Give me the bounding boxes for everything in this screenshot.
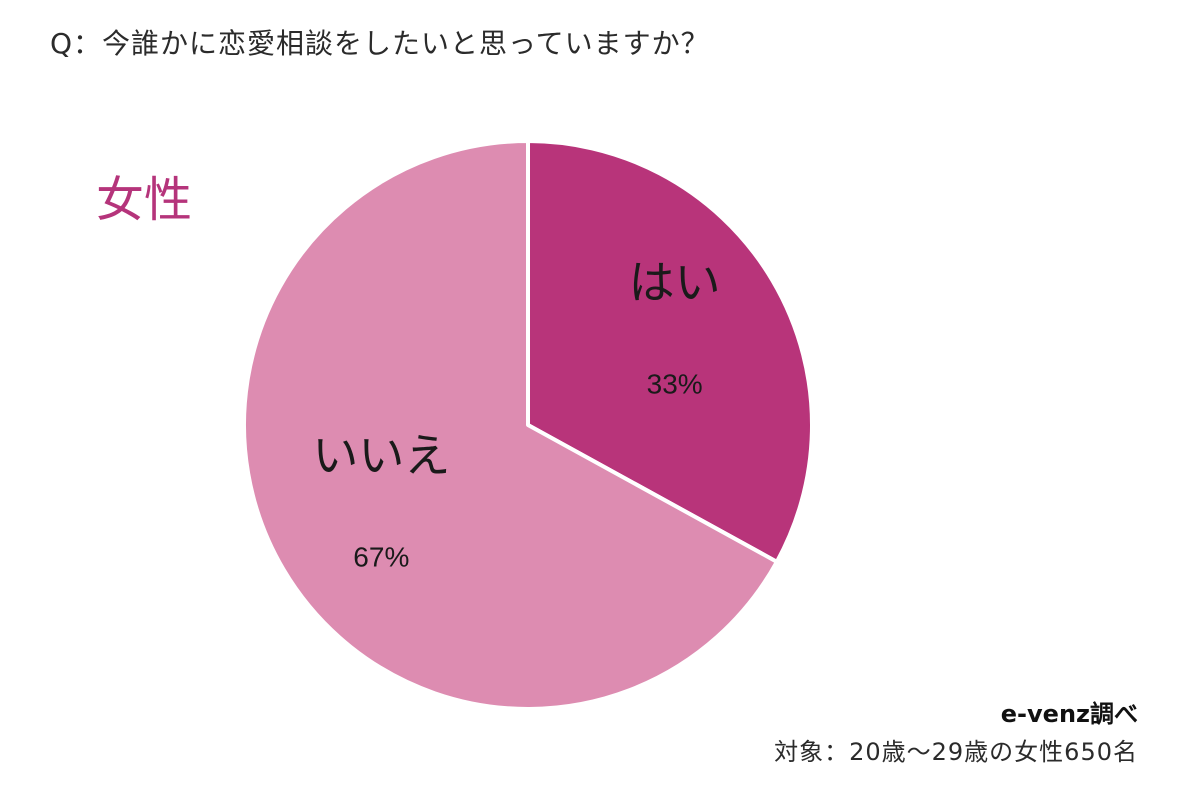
pie-slice-1 <box>242 139 779 711</box>
question-title: Q：今誰かに恋愛相談をしたいと思っていますか？ <box>50 27 710 60</box>
group-label: 女性 <box>96 172 193 228</box>
slice-value-0: 33% <box>647 368 703 399</box>
slice-label-0: はい <box>629 255 721 309</box>
source-note: e-venz調べ <box>1000 700 1138 728</box>
slice-label-1: いいえ <box>312 429 450 483</box>
pie-slice-0 <box>526 139 814 564</box>
slice-value-1: 67% <box>353 542 409 573</box>
target-note: 対象：20歳～29歳の女性650名 <box>774 738 1138 766</box>
